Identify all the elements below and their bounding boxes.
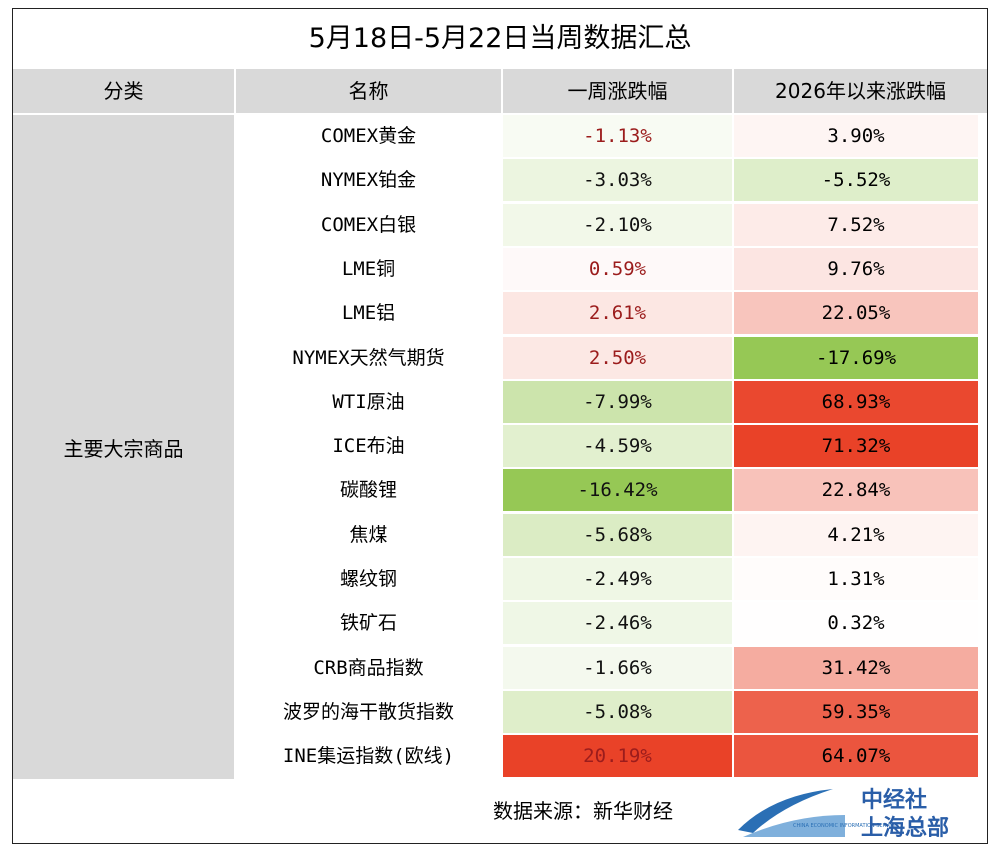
header-cell: 2026年以来涨跌幅 xyxy=(734,69,987,113)
logo-line2: 上海总部 xyxy=(861,815,949,841)
name-cell: NYMEX铂金 xyxy=(236,159,501,202)
week-cell: 2.50% xyxy=(503,336,732,379)
ytd-cell: 22.05% xyxy=(734,292,978,335)
logo-swoosh xyxy=(738,789,833,833)
week-cell: -5.68% xyxy=(503,513,732,556)
week-cell: -2.46% xyxy=(503,602,732,645)
ytd-cell: 64.07% xyxy=(734,735,978,778)
week-cell: -1.13% xyxy=(503,115,732,157)
ytd-cell: 59.35% xyxy=(734,690,978,733)
header-cell: 一周涨跌幅 xyxy=(503,69,732,113)
table-frame: 5月18日-5月22日当周数据汇总 主要大宗商品 数据来源：新华财经 CHINA… xyxy=(12,8,988,844)
category: 主要大宗商品 xyxy=(13,115,234,779)
name-cell: LME铝 xyxy=(236,292,501,335)
ytd-cell: -17.69% xyxy=(734,336,978,379)
week-cell: -7.99% xyxy=(503,380,732,423)
ytd-cell: 68.93% xyxy=(734,380,978,423)
ytd-cell: 7.52% xyxy=(734,203,978,246)
ytd-cell: 71.32% xyxy=(734,425,978,468)
week-cell: -2.49% xyxy=(503,558,732,600)
week-cell: -16.42% xyxy=(503,469,732,512)
name-cell: CRB商品指数 xyxy=(236,646,501,689)
name-cell: NYMEX天然气期货 xyxy=(236,336,501,379)
name-cell: COMEX黄金 xyxy=(236,115,501,157)
week-cell: 2.61% xyxy=(503,292,732,335)
ytd-cell: 9.76% xyxy=(734,247,978,290)
ytd-cell: 22.84% xyxy=(734,469,978,512)
name-cell: 波罗的海干散货指数 xyxy=(236,690,501,733)
ytd-cell: 1.31% xyxy=(734,558,978,600)
ytd-cell: 0.32% xyxy=(734,602,978,645)
week-cell: 0.59% xyxy=(503,247,732,290)
ytd-cell: -5.52% xyxy=(734,159,978,202)
name-cell: COMEX白银 xyxy=(236,203,501,246)
header-cell: 分类 xyxy=(13,69,234,113)
name-cell: WTI原油 xyxy=(236,380,501,423)
logo-line1: 中经社 xyxy=(861,787,927,813)
logo-swoosh xyxy=(743,815,845,837)
week-cell: -5.08% xyxy=(503,690,732,733)
week-cell: -1.66% xyxy=(503,646,732,689)
week-cell: -2.10% xyxy=(503,203,732,246)
title: 5月18日-5月22日当周数据汇总 xyxy=(308,23,692,54)
name-cell: 铁矿石 xyxy=(236,602,501,645)
name-cell: 焦煤 xyxy=(236,513,501,556)
week-cell: 20.19% xyxy=(503,735,732,778)
ytd-cell: 3.90% xyxy=(734,115,978,157)
ytd-cell: 31.42% xyxy=(734,646,978,689)
logo: CHINA ECONOMIC INFORMATION SERVICE 中经社 上… xyxy=(738,787,949,841)
week-cell: -4.59% xyxy=(503,425,732,468)
name-cell: LME铜 xyxy=(236,247,501,290)
header-cell: 名称 xyxy=(236,69,501,113)
ytd-cell: 4.21% xyxy=(734,513,978,556)
name-cell: 碳酸锂 xyxy=(236,469,501,512)
name-cell: INE集运指数(欧线) xyxy=(236,735,501,778)
week-cell: -3.03% xyxy=(503,159,732,202)
name-cell: ICE布油 xyxy=(236,425,501,468)
logo-en: CHINA ECONOMIC INFORMATION SERVICE xyxy=(793,823,897,829)
source: 数据来源：新华财经 xyxy=(493,799,673,823)
name-cell: 螺纹钢 xyxy=(236,558,501,600)
